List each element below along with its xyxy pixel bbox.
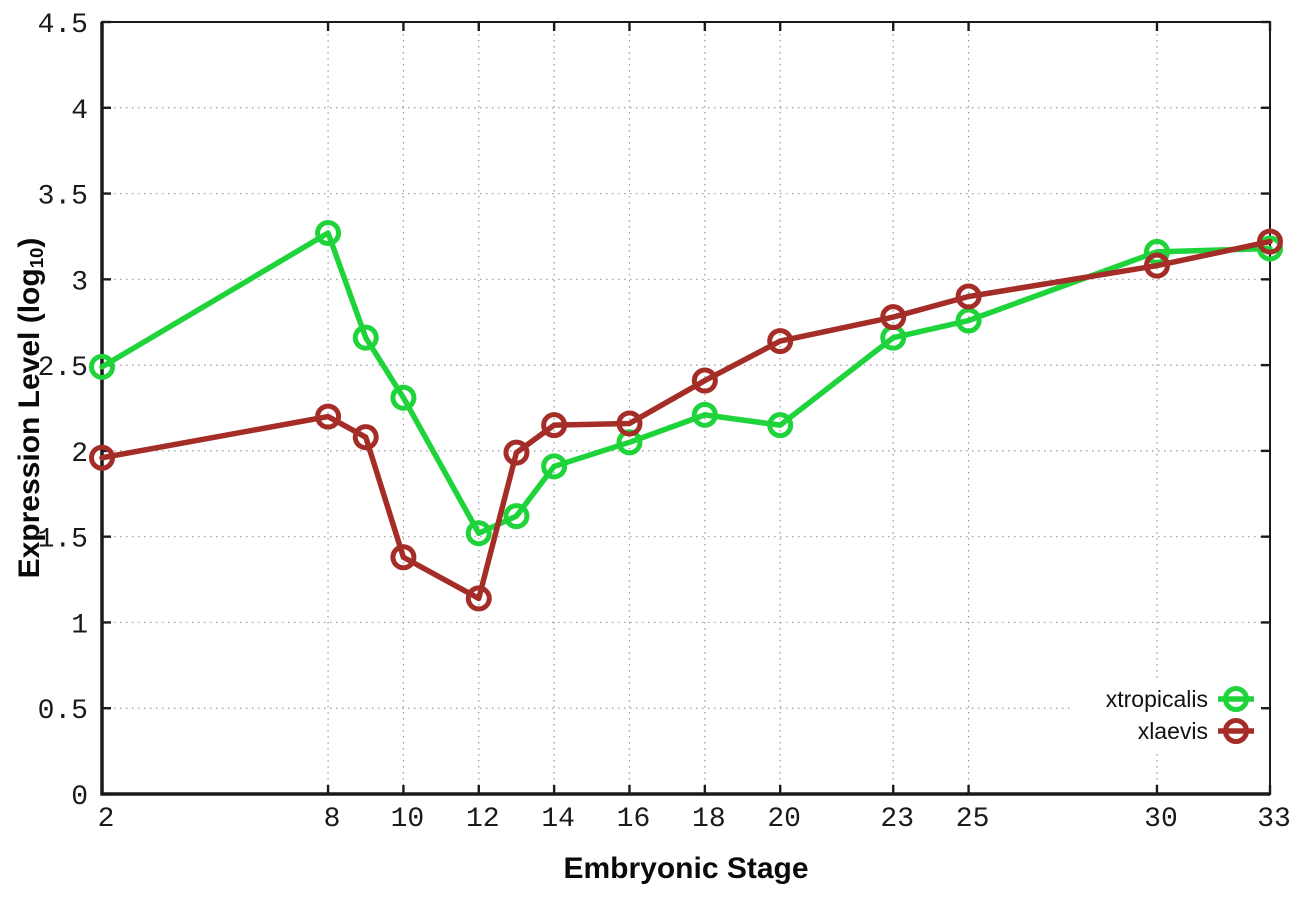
y-axis-title: Expression Level (log10) (13, 238, 47, 579)
plot-border (101, 21, 1271, 795)
y-tick-label: 0 (71, 782, 88, 813)
data-point-xtropicalis (89, 353, 115, 380)
x-tick-label: 16 (617, 804, 651, 835)
data-point-xlaevis (767, 328, 794, 355)
data-point-xlaevis (89, 444, 115, 471)
data-point-xtropicalis (352, 324, 379, 351)
x-tick-label: 10 (391, 804, 425, 835)
data-point-xtropicalis (503, 503, 530, 530)
legend-label-xlaevis: xlaevis (1138, 718, 1208, 744)
y-tick-label: 2 (71, 439, 88, 470)
legend-sample-marker-xtropicalis (1223, 686, 1249, 712)
y-tick-label: 4 (71, 96, 88, 127)
data-point-xlaevis (541, 412, 568, 439)
data-point-xlaevis (955, 283, 982, 310)
x-tick-label: 14 (541, 804, 575, 835)
y-tick-label: 4.5 (38, 10, 88, 41)
legend-label-xtropicalis: xtropicalis (1106, 686, 1208, 712)
legend-box (1072, 680, 1266, 750)
x-tick-label: 12 (466, 804, 500, 835)
data-point-xtropicalis (1143, 238, 1170, 265)
y-tick-label: 3.5 (38, 182, 88, 213)
data-point-xtropicalis (955, 307, 982, 334)
data-point-xtropicalis (465, 520, 492, 547)
data-point-xlaevis (691, 367, 718, 394)
y-tick-label: 0.5 (38, 696, 88, 727)
data-point-xtropicalis (691, 401, 718, 428)
data-point-xlaevis (880, 304, 907, 331)
y-tick-label: 1 (71, 610, 88, 641)
data-point-xtropicalis (390, 384, 417, 411)
x-tick-label: 2 (98, 804, 115, 835)
data-point-xtropicalis (767, 412, 794, 439)
series-line-xlaevis (99, 238, 1273, 602)
y-tick-label: 3 (71, 267, 88, 298)
x-tick-label: 8 (324, 804, 341, 835)
x-tick-label: 25 (956, 804, 990, 835)
y-tick-label: 2.5 (38, 353, 88, 384)
x-tick-label: 30 (1144, 804, 1178, 835)
data-point-xlaevis (390, 544, 417, 571)
x-tick-label: 23 (880, 804, 914, 835)
x-tick-label: 20 (767, 804, 801, 835)
data-point-xlaevis (503, 439, 530, 466)
data-point-xtropicalis (315, 220, 342, 247)
data-point-xlaevis (616, 410, 643, 437)
y-axis-title-suffix: ) (13, 237, 46, 248)
y-axis-title-text: Expression Level (log (13, 268, 46, 579)
y-tick-label: 1.5 (38, 525, 88, 556)
x-tick-label: 18 (692, 804, 726, 835)
legend-sample-marker-xlaevis (1223, 718, 1249, 744)
y-axis-title-subscript: 10 (26, 247, 48, 269)
x-axis-title: Embryonic Stage (563, 852, 809, 885)
data-point-xlaevis (465, 585, 492, 612)
data-point-xtropicalis (541, 453, 568, 480)
data-point-xlaevis (315, 403, 342, 430)
data-point-xlaevis (1143, 252, 1170, 279)
x-tick-label: 33 (1257, 804, 1291, 835)
data-point-xlaevis (352, 424, 379, 451)
data-point-xlaevis (1257, 228, 1283, 255)
